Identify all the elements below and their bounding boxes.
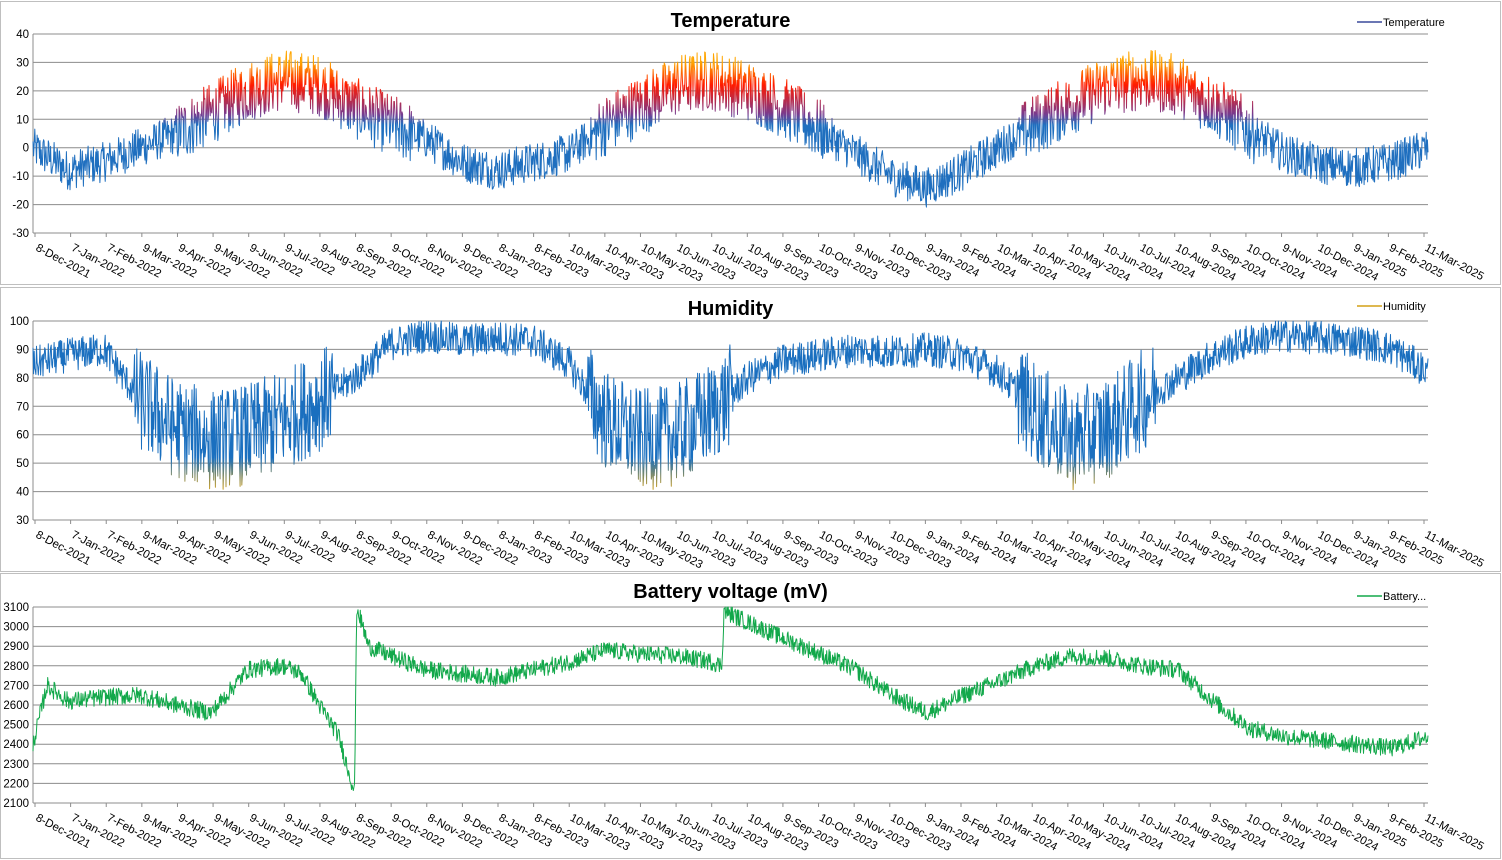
series-line <box>32 320 1429 491</box>
y-tick-label: 2900 <box>3 641 29 653</box>
y-tick-label: 30 <box>16 57 29 69</box>
y-tick-label: 50 <box>16 458 29 470</box>
y-tick-label: 3000 <box>3 622 29 634</box>
y-tick-label: 2500 <box>3 720 29 732</box>
y-tick-label: 2300 <box>3 759 29 771</box>
legend-label: Battery... <box>1383 591 1426 603</box>
y-tick-label: 70 <box>16 401 29 413</box>
y-tick-label: 90 <box>16 344 29 356</box>
y-tick-label: 30 <box>16 515 29 527</box>
y-tick-label: 60 <box>16 430 29 442</box>
legend-label: Humidity <box>1383 301 1426 313</box>
y-tick-label: -30 <box>12 228 29 240</box>
y-tick-label: 10 <box>16 114 29 126</box>
series-line <box>32 50 1429 208</box>
y-tick-label: 20 <box>16 86 29 98</box>
chart-title: Humidity <box>688 298 774 320</box>
y-tick-label: 2600 <box>3 700 29 712</box>
y-tick-label: 2400 <box>3 739 29 751</box>
y-tick-label: 2800 <box>3 661 29 673</box>
chart-title: Battery voltage (mV) <box>633 581 828 603</box>
series-line <box>32 606 1429 791</box>
chart-title: Temperature <box>671 10 791 32</box>
y-tick-label: -10 <box>12 171 29 183</box>
y-tick-label: -20 <box>12 200 29 212</box>
y-tick-label: 2200 <box>3 778 29 790</box>
chart-panel-1: -30-20-100102030408-Dec-20217-Jan-20227-… <box>0 1 1501 285</box>
y-tick-label: 0 <box>23 143 29 155</box>
y-tick-label: 2700 <box>3 680 29 692</box>
y-tick-label: 40 <box>16 29 29 41</box>
y-tick-label: 80 <box>16 373 29 385</box>
y-tick-label: 3100 <box>3 602 29 614</box>
y-tick-label: 2100 <box>3 798 29 810</box>
chart-panel-2: 304050607080901008-Dec-20217-Jan-20227-F… <box>0 287 1501 572</box>
legend-label: Temperature <box>1383 17 1445 29</box>
chart-panel-3: 2100 2200 2300 2400 2500 2600 2700 2800 2900 3000… <box>0 573 1501 859</box>
y-tick-label: 40 <box>16 487 29 499</box>
y-tick-label: 100 <box>10 316 29 328</box>
